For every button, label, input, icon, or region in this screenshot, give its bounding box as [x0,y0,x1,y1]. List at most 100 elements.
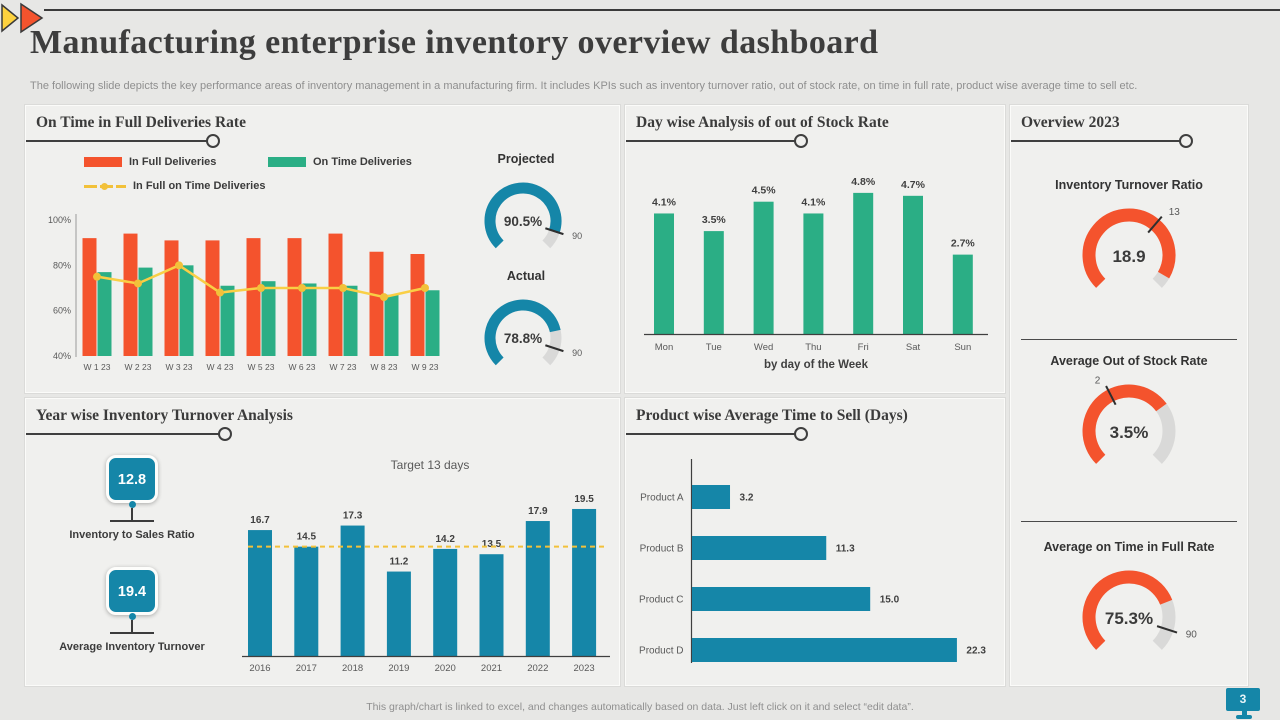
svg-text:17.3: 17.3 [343,511,363,522]
svg-text:Tue: Tue [706,342,722,353]
legend-label: In Full Deliveries [129,156,217,168]
svg-text:17.9: 17.9 [528,506,548,517]
svg-text:2019: 2019 [388,663,409,674]
avg-out-of-stock-gauge-group: Average Out of Stock Rate 2 3.5% [1011,354,1247,493]
svg-text:Wed: Wed [754,342,773,353]
svg-text:11.2: 11.2 [389,557,408,568]
svg-text:2.7%: 2.7% [951,238,976,250]
kpi-label: Inventory to Sales Ratio [69,529,195,541]
svg-text:60%: 60% [53,306,71,316]
svg-text:22.3: 22.3 [966,646,986,657]
weekly-otif-chart[interactable]: 100% 80% 60% 40% W 1 23 W 2 23 W 3 23 W 4 23 W 5… [40,208,452,378]
panel-title: Year wise Inventory Turnover Analysis [36,407,293,424]
svg-text:Fri: Fri [858,342,869,353]
kpi-value-card: 12.8 [106,455,158,503]
svg-text:W 8 23: W 8 23 [371,362,398,372]
svg-text:W 7 23: W 7 23 [330,362,357,372]
avg-on-time-in-full-gauge[interactable]: 90 75.3% [1029,555,1229,679]
pin-stem-icon [131,508,133,520]
avg-on-time-in-full-gauge-group: Average on Time in Full Rate 90 75.3% [1011,540,1247,679]
title-underline [626,427,808,441]
pin-base-icon [110,632,154,634]
svg-text:15.0: 15.0 [880,595,900,606]
accent-triangles-icon [1,2,44,34]
projected-gauge-group: Projected 90 90.5% [446,152,606,265]
svg-text:78.8%: 78.8% [504,331,542,346]
page-number-marker: 3 [1226,688,1262,719]
inventory-turnover-gauge[interactable]: 13 18.9 [1029,193,1229,317]
svg-text:2018: 2018 [342,663,363,674]
actual-gauge[interactable]: 90 78.8% [461,284,591,382]
title-underline [626,134,808,148]
svg-text:4.5%: 4.5% [752,185,777,197]
legend-on-time-deliveries: On Time Deliveries [268,156,412,168]
pin-stem-icon [131,620,133,632]
svg-text:11.3: 11.3 [836,544,855,555]
year-wise-chart[interactable]: Target 13 days 16.7 2016 14.5 2017 17.3 2018 11… [238,443,616,678]
svg-text:Thu: Thu [805,342,821,353]
svg-text:13.5: 13.5 [482,539,502,550]
pin-base-icon [110,520,154,522]
legend-in-full-deliveries: In Full Deliveries [84,156,216,168]
svg-text:13: 13 [1169,207,1181,218]
section-divider [1021,521,1237,522]
monitor-icon: 3 [1226,688,1260,711]
svg-text:W 9 23: W 9 23 [412,362,439,372]
svg-text:4.7%: 4.7% [901,179,926,191]
footer-note: This graph/chart is linked to excel, and… [366,701,914,713]
svg-text:Sun: Sun [954,342,971,353]
slide-title: Manufacturing enterprise inventory overv… [30,24,879,61]
svg-text:80%: 80% [53,260,71,270]
svg-text:4.8%: 4.8% [851,176,876,188]
projected-gauge[interactable]: 90 90.5% [461,167,591,265]
svg-text:2016: 2016 [249,663,270,674]
svg-text:14.5: 14.5 [297,532,317,543]
svg-text:14.2: 14.2 [435,534,455,545]
monitor-base-icon [1236,715,1252,719]
panel-product-time-to-sell: Product wise Average Time to Sell (Days)… [625,398,1005,686]
svg-text:90.5%: 90.5% [504,214,542,229]
legend-in-full-on-time: In Full on Time Deliveries [84,180,265,192]
svg-text:Mon: Mon [655,342,673,353]
green-swatch-icon [268,157,306,167]
svg-text:by day of the Week: by day of the Week [764,359,869,371]
svg-text:16.7: 16.7 [250,515,270,526]
kpi-value-card: 19.4 [106,567,158,615]
gauge-title: Actual [506,269,546,283]
kpi-average-inventory-turnover: 19.4 Average Inventory Turnover [26,567,238,653]
svg-text:90: 90 [1186,629,1198,640]
yellow-dash-line-icon [84,182,126,190]
panel-title: Product wise Average Time to Sell (Days) [636,407,908,424]
inventory-turnover-gauge-group: Inventory Turnover Ratio 13 18.9 [1011,178,1247,317]
svg-text:4.1%: 4.1% [801,196,826,208]
svg-text:18.9: 18.9 [1112,247,1145,266]
svg-text:2: 2 [1095,376,1101,387]
gauge-title: Inventory Turnover Ratio [1055,178,1203,192]
orange-swatch-icon [84,157,122,167]
pin-dot-icon [128,613,136,620]
gauge-title: Projected [497,152,555,166]
svg-text:W 4 23: W 4 23 [207,362,234,372]
monitor-stand-icon [1241,711,1247,715]
svg-text:90: 90 [572,348,582,358]
svg-text:Product A: Product A [640,493,684,504]
svg-text:100%: 100% [48,215,71,225]
svg-text:40%: 40% [53,351,71,361]
panel-year-wise-turnover: Year wise Inventory Turnover Analysis 12… [25,398,620,686]
panel-title: On Time in Full Deliveries Rate [36,114,246,131]
svg-text:2023: 2023 [574,663,595,674]
panel-title: Day wise Analysis of out of Stock Rate [636,114,889,131]
pin-dot-icon [128,501,136,508]
gauge-title: Average Out of Stock Rate [1050,354,1208,368]
svg-text:W 5 23: W 5 23 [248,362,275,372]
avg-out-of-stock-gauge[interactable]: 2 3.5% [1029,369,1229,493]
svg-text:3.2: 3.2 [740,493,754,504]
section-divider [1021,339,1237,340]
product-wise-chart[interactable]: Product A 3.2 Product B 11.3 Product C 15.0 Pr… [631,451,1001,676]
svg-text:Target 13 days: Target 13 days [391,458,470,472]
panel-on-time-in-full-deliveries: On Time in Full Deliveries Rate In Full … [25,105,620,393]
svg-text:4.1%: 4.1% [652,196,677,208]
gauge-title: Average on Time in Full Rate [1043,540,1215,554]
svg-text:Product B: Product B [640,544,684,555]
day-wise-chart[interactable]: 4.1% Mon 3.5% Tue 4.5% Wed 4.1% Thu 4.8% Fri 4.7% S… [634,154,998,376]
